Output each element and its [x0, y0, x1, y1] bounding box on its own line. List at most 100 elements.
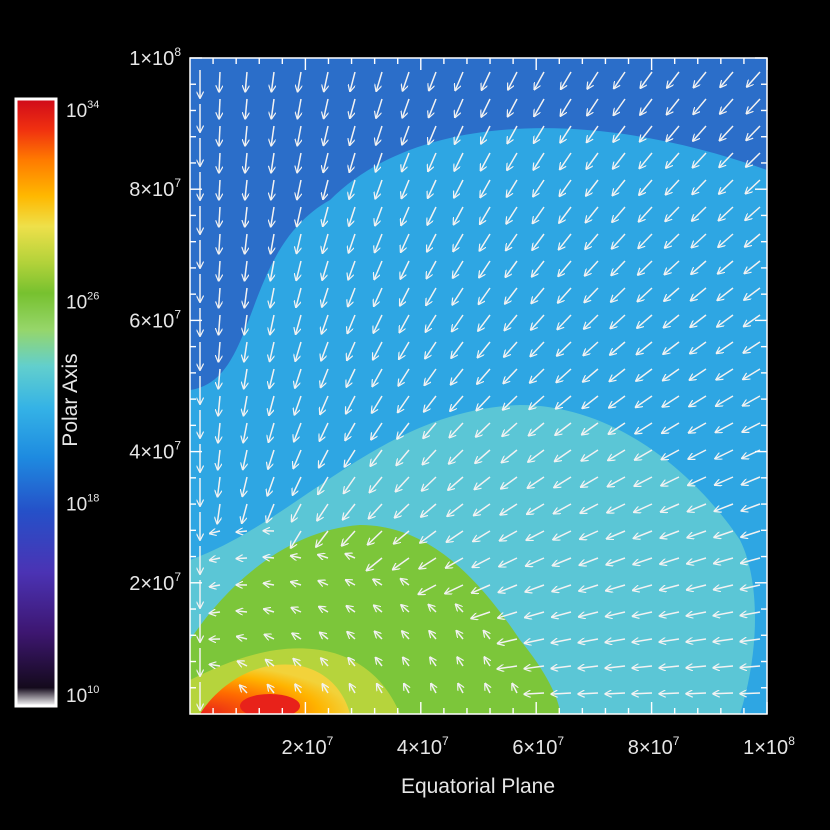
vector-arrow	[583, 368, 599, 382]
vector-arrow	[402, 125, 410, 145]
vector-arrow	[580, 503, 599, 513]
vector-arrow	[428, 179, 437, 198]
vector-arrow	[667, 98, 680, 115]
vector-arrow	[479, 260, 491, 278]
vector-arrow	[690, 341, 707, 354]
vector-arrow	[534, 98, 545, 116]
vector-arrow	[713, 693, 734, 694]
vector-arrow	[237, 661, 248, 666]
vector-arrow	[291, 582, 302, 585]
vector-arrow	[400, 287, 410, 306]
vector-arrow	[236, 531, 248, 532]
vector-arrow	[716, 368, 734, 380]
vector-arrow	[559, 206, 572, 223]
vector-arrow	[667, 71, 680, 88]
x-axis-title: Equatorial Plane	[401, 775, 555, 798]
vector-arrow	[578, 666, 599, 668]
vector-arrow	[350, 684, 355, 694]
vector-arrow	[715, 449, 734, 459]
vector-arrow	[346, 395, 356, 414]
vector-arrow	[321, 341, 329, 361]
vector-arrow	[270, 287, 274, 308]
x-tick-label: 4×107	[397, 734, 449, 759]
vector-arrow	[688, 476, 707, 485]
vector-arrow	[322, 287, 329, 307]
vector-arrow	[740, 612, 761, 616]
vector-arrow	[719, 179, 734, 194]
vector-arrow	[746, 125, 761, 140]
vector-arrow	[607, 503, 626, 513]
vector-arrow	[500, 530, 518, 541]
vector-arrow	[424, 368, 437, 385]
colorbar-label: 1018	[66, 493, 99, 516]
density-field	[190, 58, 767, 714]
vector-arrow	[632, 639, 653, 642]
vector-arrow	[716, 395, 734, 406]
vector-arrow	[507, 152, 518, 170]
vector-arrow	[318, 581, 329, 585]
vector-arrow	[633, 530, 653, 538]
vector-arrow	[218, 422, 220, 443]
vector-arrow	[718, 260, 734, 274]
vector-arrow	[663, 368, 680, 381]
vector-arrow	[479, 233, 491, 251]
vector-arrow	[323, 152, 329, 172]
vector-arrow	[397, 422, 410, 439]
vector-arrow	[740, 585, 761, 589]
vector-arrow	[560, 125, 572, 143]
vector-arrow	[640, 125, 653, 142]
vector-arrow	[376, 98, 383, 118]
vector-arrow	[236, 558, 248, 559]
vector-arrow	[512, 683, 517, 694]
vector-arrow	[637, 287, 653, 302]
colorbar-labels: 1034 1026 1018 1010	[66, 99, 99, 707]
vector-arrow	[507, 125, 518, 143]
vector-arrow	[375, 233, 383, 253]
vector-arrow	[689, 395, 707, 406]
vector-arrow	[686, 666, 707, 668]
vector-arrow	[740, 666, 761, 668]
vector-arrow	[320, 395, 329, 414]
vector-arrow	[375, 206, 383, 226]
vector-arrow	[219, 179, 220, 200]
vector-arrow	[639, 206, 653, 222]
vector-arrow	[719, 152, 734, 167]
vector-arrow	[639, 179, 653, 195]
vector-arrow	[481, 98, 491, 117]
colorbar-label: 1010	[66, 684, 99, 707]
vector-arrow	[472, 557, 491, 567]
vector-arrow	[346, 368, 356, 387]
vector-arrow	[427, 206, 437, 225]
vector-arrow	[265, 660, 275, 666]
vector-arrow	[372, 395, 383, 413]
vector-arrow	[551, 666, 572, 668]
vector-arrow	[583, 341, 599, 355]
vector-arrow	[271, 206, 274, 227]
vector-arrow	[245, 71, 247, 92]
vector-arrow	[294, 395, 302, 415]
vector-arrow	[350, 125, 356, 145]
vector-arrow	[210, 558, 221, 560]
vector-arrow	[403, 657, 409, 667]
vector-arrow	[319, 607, 329, 612]
vector-arrow	[526, 530, 545, 540]
vector-arrow	[297, 152, 301, 173]
vector-arrow	[348, 233, 356, 253]
vector-arrow	[635, 422, 653, 434]
vector-arrow	[661, 503, 680, 512]
vector-arrow	[219, 233, 220, 254]
vector-arrow	[686, 612, 707, 616]
vector-arrow	[531, 314, 545, 330]
vector-arrow	[375, 179, 383, 199]
vector-arrow	[297, 179, 301, 200]
vector-arrow	[506, 206, 518, 224]
vector-arrow	[455, 71, 464, 90]
vector-arrow	[428, 152, 437, 171]
vector-arrow	[607, 476, 626, 487]
vector-arrow	[453, 233, 464, 251]
vector-arrow	[349, 206, 356, 226]
vector-arrow	[742, 422, 761, 432]
vector-arrow	[292, 503, 302, 522]
vector-arrow	[637, 314, 653, 328]
